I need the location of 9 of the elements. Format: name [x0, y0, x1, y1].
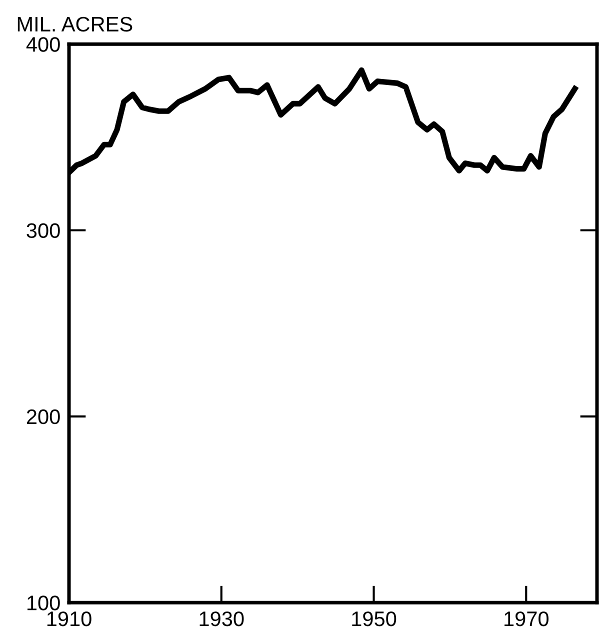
- x-tick-label: 1950: [352, 611, 396, 626]
- y-tick-label: 200: [26, 409, 60, 424]
- x-tick-label: 1930: [200, 611, 244, 626]
- y-tick-label: 300: [26, 223, 60, 238]
- y-tick-label: 100: [28, 596, 60, 610]
- y-axis-title: MIL. ACRES: [18, 16, 132, 32]
- x-tick-label: 1970: [504, 611, 549, 626]
- x-tick-label: 1910: [47, 611, 92, 626]
- y-tick-label: 400: [26, 37, 60, 52]
